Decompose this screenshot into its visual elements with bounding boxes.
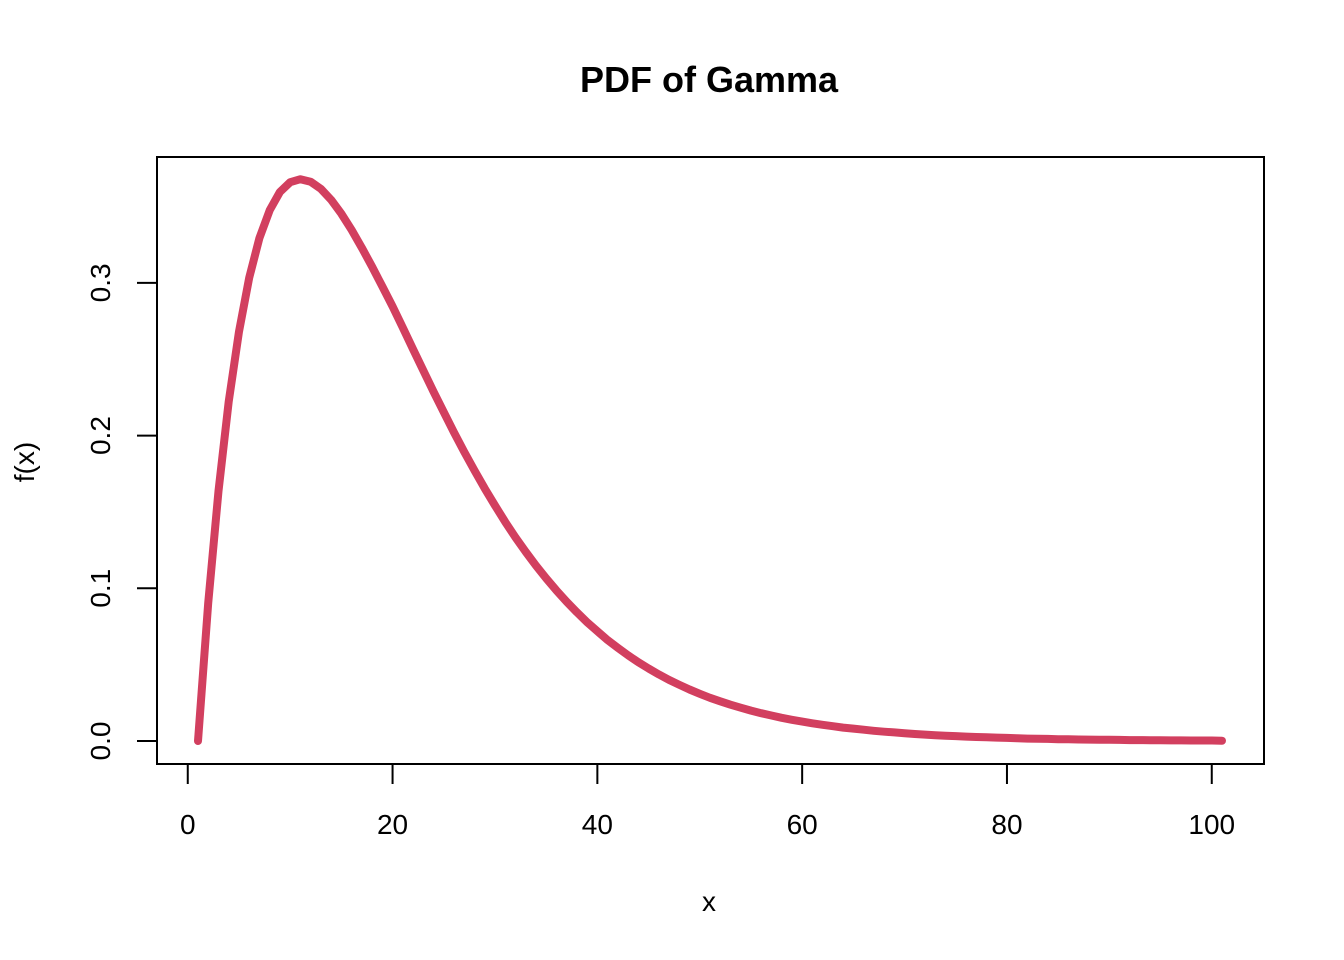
chart-title: PDF of Gamma (580, 59, 839, 100)
y-tick-label: 0.1 (85, 569, 116, 608)
x-axis-label: x (702, 886, 716, 917)
y-axis-label: f(x) (9, 442, 40, 482)
series-layer (194, 175, 1226, 745)
y-axis: 0.0 0.1 0.2 0.3 (85, 263, 158, 761)
series-line (194, 175, 1226, 745)
y-tick-label: 0.2 (85, 416, 116, 455)
x-tick-label: 60 (787, 809, 818, 840)
plot-frame (156, 156, 1265, 765)
x-tick-label: 0 (180, 809, 196, 840)
x-tick-label: 80 (991, 809, 1022, 840)
x-tick-label: 20 (377, 809, 408, 840)
y-tick-label: 0.3 (85, 263, 116, 302)
y-tick-label: 0.0 (85, 722, 116, 761)
x-tick-label: 40 (582, 809, 613, 840)
x-axis: 0 20 40 60 80 100 (180, 763, 1235, 840)
x-tick-label: 100 (1188, 809, 1235, 840)
